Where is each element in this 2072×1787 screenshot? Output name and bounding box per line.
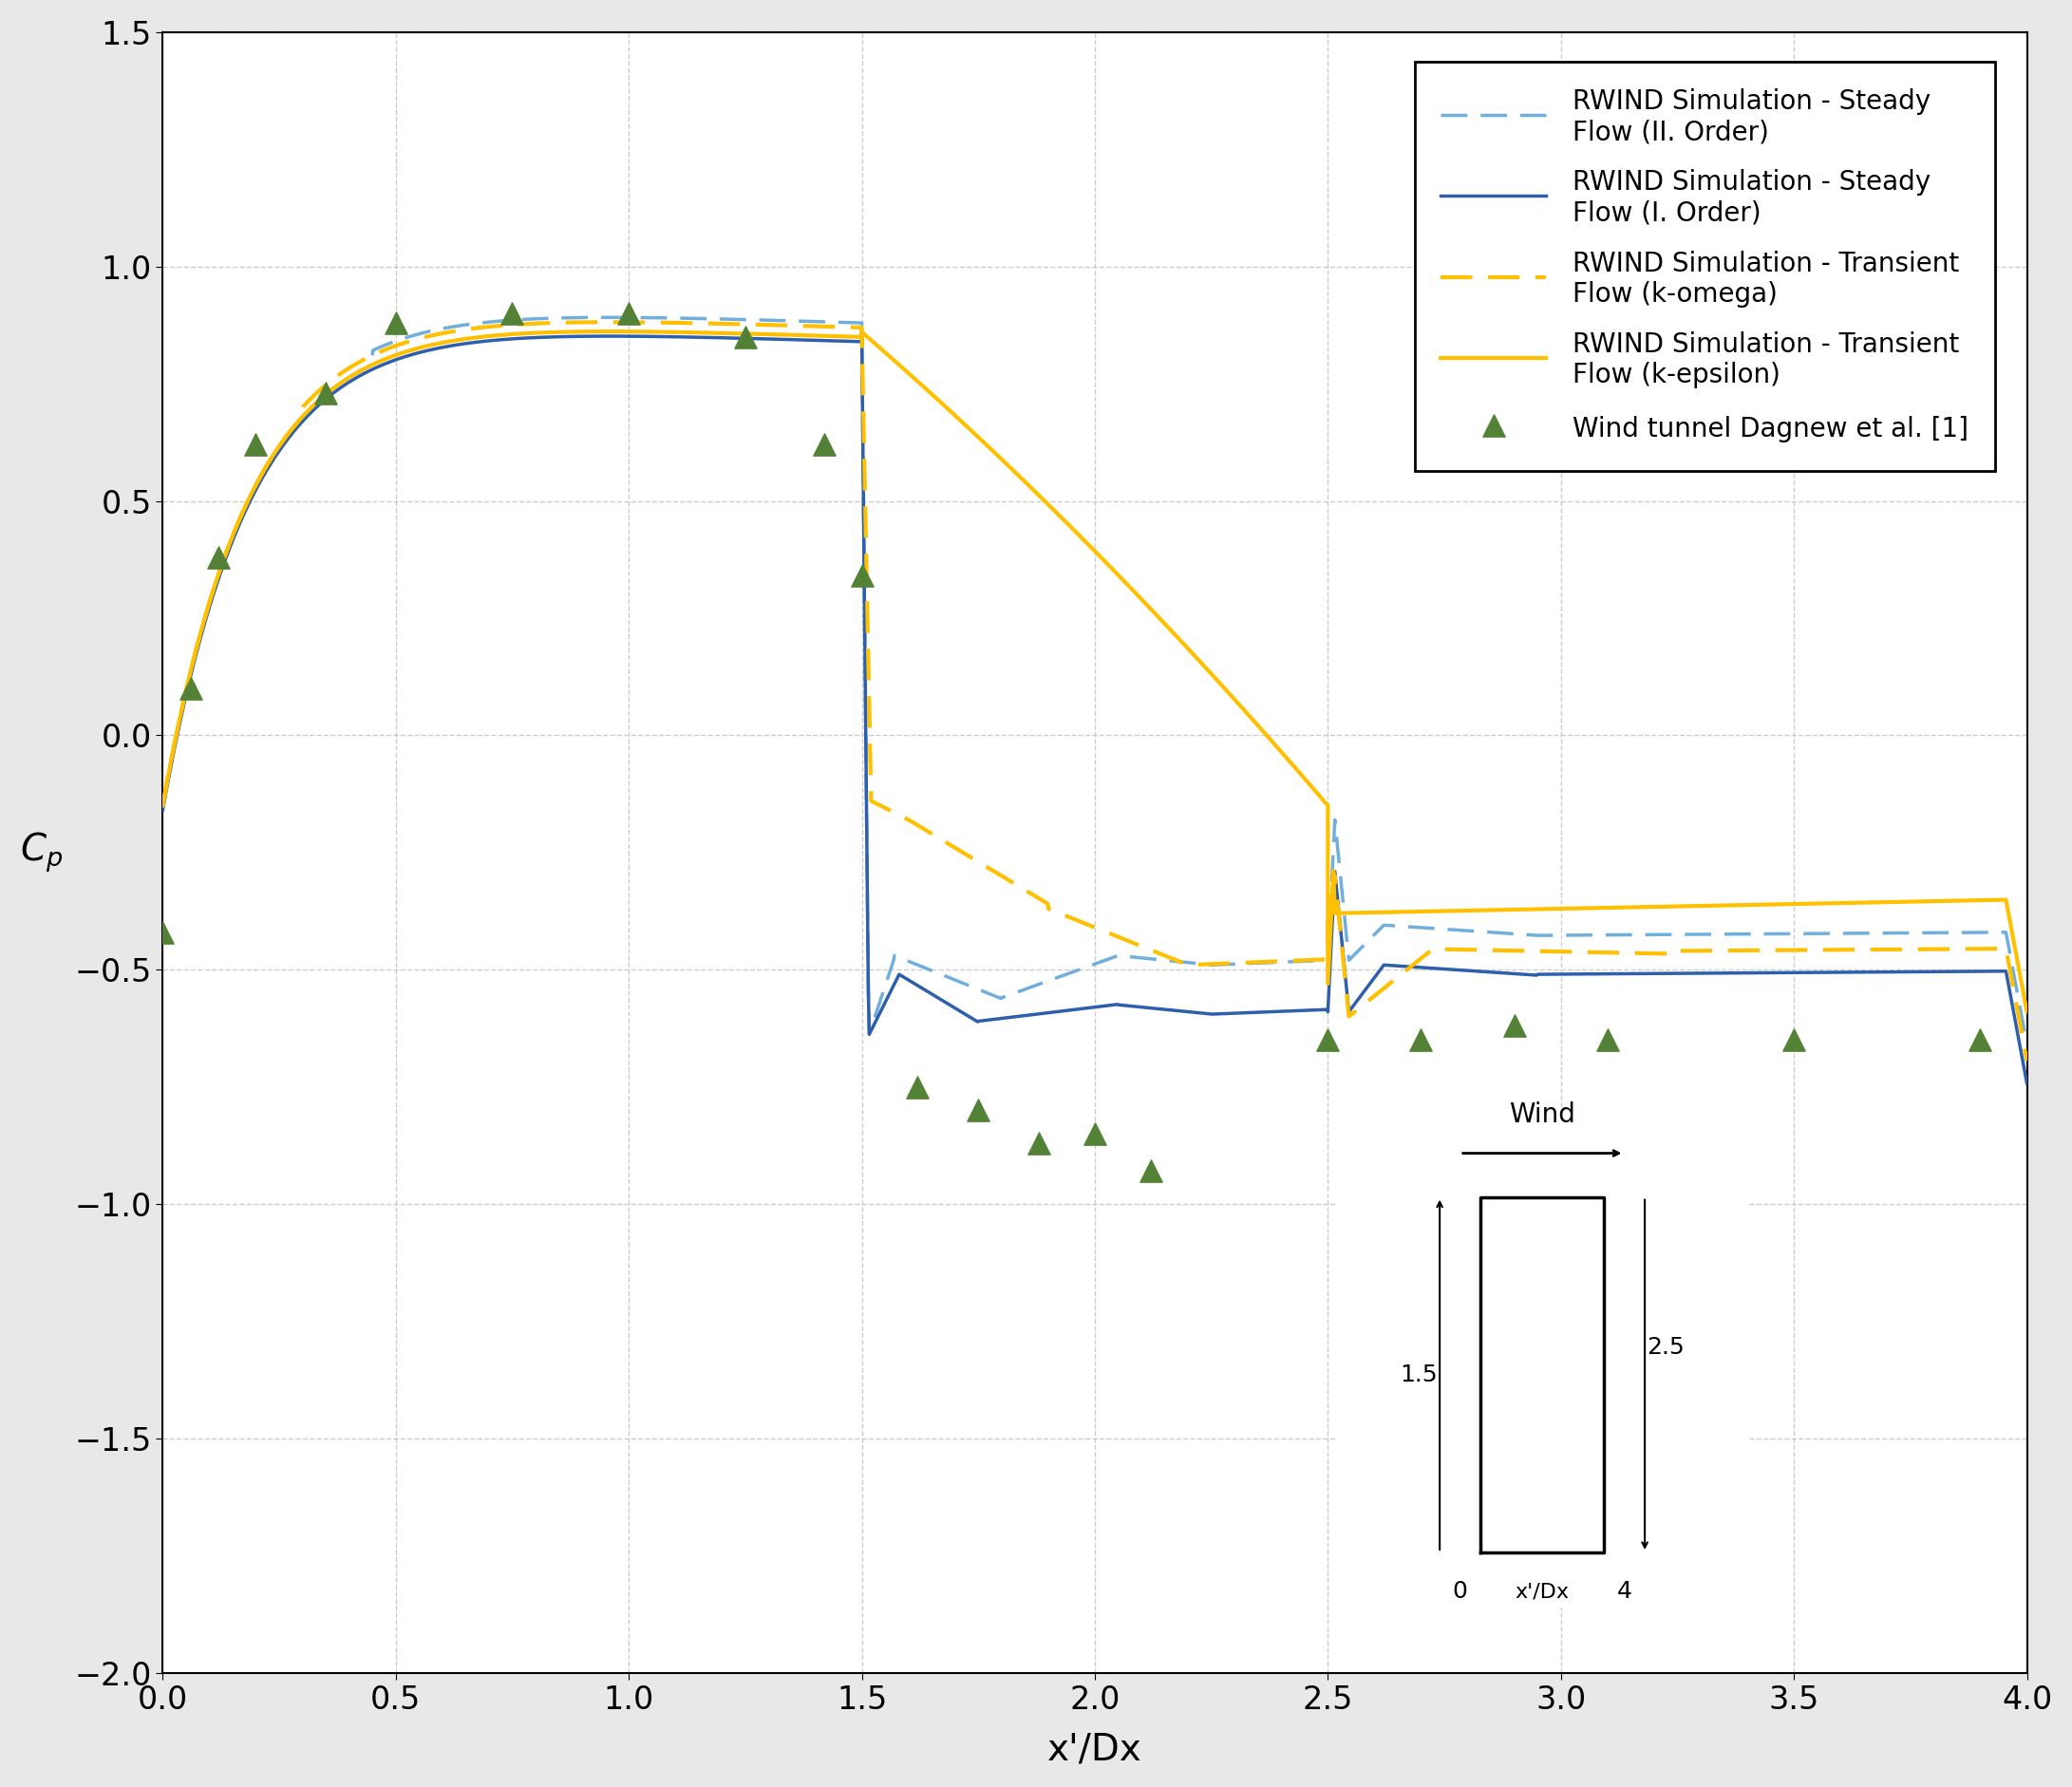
RWIND Simulation - Transient
Flow (k-epsilon) <box>1179 643 1204 665</box>
RWIND Simulation - Steady
Flow (I. Order) <box>1032 1003 1057 1024</box>
Wind tunnel Dagnew et al. [1] <box>379 309 412 338</box>
RWIND Simulation - Steady
Flow (II. Order) <box>398 325 423 347</box>
RWIND Simulation - Transient
Flow (k-epsilon) <box>2014 1001 2039 1022</box>
RWIND Simulation - Steady
Flow (I. Order) <box>313 390 338 411</box>
RWIND Simulation - Steady
Flow (I. Order) <box>398 345 423 366</box>
RWIND Simulation - Steady
Flow (II. Order) <box>978 983 1003 1004</box>
Line: RWIND Simulation - Steady
Flow (II. Order): RWIND Simulation - Steady Flow (II. Orde… <box>164 318 2026 1045</box>
RWIND Simulation - Transient
Flow (k-omega) <box>151 795 176 817</box>
RWIND Simulation - Transient
Flow (k-omega) <box>1032 890 1057 911</box>
Wind tunnel Dagnew et al. [1] <box>1591 1026 1624 1054</box>
RWIND Simulation - Transient
Flow (k-omega) <box>2014 1051 2039 1072</box>
RWIND Simulation - Transient
Flow (k-epsilon) <box>978 438 1003 459</box>
RWIND Simulation - Steady
Flow (I. Order) <box>2014 1072 2039 1094</box>
Wind tunnel Dagnew et al. [1] <box>147 919 180 947</box>
RWIND Simulation - Steady
Flow (II. Order) <box>151 795 176 817</box>
RWIND Simulation - Steady
Flow (I. Order) <box>1179 1001 1204 1022</box>
Wind tunnel Dagnew et al. [1] <box>901 1072 934 1101</box>
X-axis label: x'/Dx: x'/Dx <box>1048 1732 1142 1767</box>
RWIND Simulation - Transient
Flow (k-omega) <box>597 311 622 332</box>
RWIND Simulation - Transient
Flow (k-omega) <box>313 375 338 397</box>
Line: RWIND Simulation - Steady
Flow (I. Order): RWIND Simulation - Steady Flow (I. Order… <box>164 332 2026 1083</box>
RWIND Simulation - Steady
Flow (II. Order) <box>597 307 622 329</box>
Wind tunnel Dagnew et al. [1] <box>1778 1026 1811 1054</box>
RWIND Simulation - Steady
Flow (II. Order) <box>1179 952 1204 974</box>
RWIND Simulation - Transient
Flow (k-epsilon) <box>597 322 622 343</box>
RWIND Simulation - Transient
Flow (k-epsilon) <box>1032 490 1057 511</box>
RWIND Simulation - Steady
Flow (I. Order) <box>850 322 874 343</box>
Legend: RWIND Simulation - Steady
Flow (II. Order), RWIND Simulation - Steady
Flow (I. O: RWIND Simulation - Steady Flow (II. Orde… <box>1415 63 1995 472</box>
Wind tunnel Dagnew et al. [1] <box>309 379 342 407</box>
Wind tunnel Dagnew et al. [1] <box>1133 1156 1167 1185</box>
Line: RWIND Simulation - Transient
Flow (k-epsilon): RWIND Simulation - Transient Flow (k-eps… <box>164 332 2026 1011</box>
RWIND Simulation - Transient
Flow (k-epsilon) <box>151 795 176 817</box>
Wind tunnel Dagnew et al. [1] <box>1077 1119 1111 1147</box>
Wind tunnel Dagnew et al. [1] <box>1021 1129 1055 1158</box>
Wind tunnel Dagnew et al. [1] <box>1498 1011 1531 1040</box>
Line: RWIND Simulation - Transient
Flow (k-omega): RWIND Simulation - Transient Flow (k-ome… <box>164 322 2026 1061</box>
RWIND Simulation - Transient
Flow (k-omega) <box>1179 954 1204 976</box>
Wind tunnel Dagnew et al. [1] <box>1405 1026 1438 1054</box>
Wind tunnel Dagnew et al. [1] <box>174 674 207 702</box>
RWIND Simulation - Transient
Flow (k-epsilon) <box>1007 465 1032 486</box>
RWIND Simulation - Steady
Flow (II. Order) <box>1007 981 1032 1003</box>
RWIND Simulation - Steady
Flow (I. Order) <box>1007 1006 1032 1028</box>
RWIND Simulation - Steady
Flow (II. Order) <box>2014 1035 2039 1056</box>
Wind tunnel Dagnew et al. [1] <box>961 1095 995 1124</box>
Wind tunnel Dagnew et al. [1] <box>1964 1026 1997 1054</box>
Wind tunnel Dagnew et al. [1] <box>611 298 644 327</box>
RWIND Simulation - Steady
Flow (I. Order) <box>151 799 176 820</box>
RWIND Simulation - Transient
Flow (k-omega) <box>1007 876 1032 897</box>
Wind tunnel Dagnew et al. [1] <box>729 322 762 350</box>
RWIND Simulation - Transient
Flow (k-omega) <box>398 331 423 352</box>
RWIND Simulation - Steady
Flow (I. Order) <box>978 1010 1003 1031</box>
Wind tunnel Dagnew et al. [1] <box>240 431 274 459</box>
RWIND Simulation - Transient
Flow (k-epsilon) <box>313 384 338 406</box>
Wind tunnel Dagnew et al. [1] <box>203 543 236 572</box>
RWIND Simulation - Transient
Flow (k-omega) <box>978 858 1003 879</box>
Wind tunnel Dagnew et al. [1] <box>495 298 528 327</box>
Y-axis label: $C_p$: $C_p$ <box>21 831 62 874</box>
Wind tunnel Dagnew et al. [1] <box>808 431 841 459</box>
Wind tunnel Dagnew et al. [1] <box>845 561 879 590</box>
RWIND Simulation - Steady
Flow (II. Order) <box>313 384 338 406</box>
RWIND Simulation - Transient
Flow (k-epsilon) <box>398 340 423 361</box>
RWIND Simulation - Steady
Flow (II. Order) <box>1032 972 1057 994</box>
Wind tunnel Dagnew et al. [1] <box>1312 1026 1345 1054</box>
